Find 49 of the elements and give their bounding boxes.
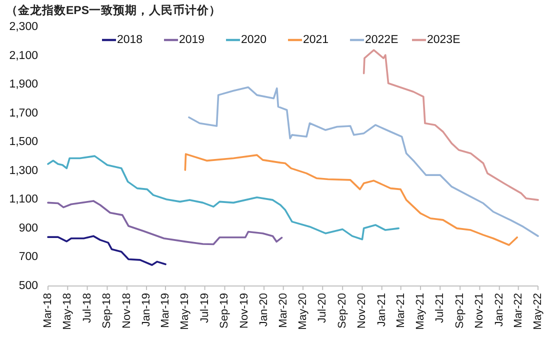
y-tick-label: 2,300 [9, 21, 38, 33]
y-tick-label: 1,900 [9, 78, 38, 91]
chart-title: （金龙指数EPS一致预期，人民币计价） [6, 3, 222, 17]
x-tick-label: Mar-20 [277, 293, 290, 328]
x-tick-label: May-21 [414, 293, 426, 330]
legend-label: 2023E [427, 34, 461, 46]
legend-label: 2020 [241, 34, 267, 46]
y-tick-label: 2,100 [9, 50, 38, 62]
legend-label: 2021 [303, 34, 329, 46]
x-tick-label: Sep-21 [454, 293, 466, 328]
line-series [188, 86, 539, 237]
x-tick-label: May-22 [532, 293, 544, 330]
x-tick-label: Mar-21 [394, 293, 407, 328]
x-tick-label: Nov-19 [238, 293, 250, 328]
x-tick-label: May-20 [296, 293, 309, 330]
legend-label: 2018 [117, 34, 143, 46]
x-tick-label: Jul-21 [434, 293, 446, 323]
y-tick-label: 1,100 [9, 194, 38, 206]
x-tick-label: Nov-18 [120, 293, 133, 328]
x-tick-label: Sep-18 [101, 293, 114, 328]
x-tick-label: Jan-19 [140, 293, 153, 327]
x-tick-label: May-18 [62, 293, 74, 330]
x-tick-label: Jan-21 [376, 293, 388, 327]
line-series [47, 235, 166, 266]
y-tick-label: 900 [18, 222, 38, 234]
x-tick-label: Jul-20 [316, 293, 329, 323]
x-tick-label: Nov-20 [356, 293, 368, 328]
line-series [47, 200, 283, 246]
y-tick-label: 1,300 [9, 164, 38, 177]
y-tick-label: 500 [18, 280, 38, 292]
x-tick-label: Sep-19 [218, 293, 231, 328]
x-tick-label: May-19 [179, 293, 192, 330]
line-series [184, 153, 518, 246]
line-series [47, 155, 400, 240]
x-tick-label: Jan-22 [493, 293, 506, 327]
legend-label: 2022E [365, 34, 399, 46]
x-tick-label: Mar-18 [42, 293, 54, 328]
x-tick-label: Mar-22 [512, 293, 524, 328]
x-tick-label: Jul-18 [81, 293, 94, 323]
line-series [362, 49, 539, 201]
x-tick-label: Jan-20 [258, 293, 270, 327]
x-tick-label: Nov-21 [474, 293, 486, 328]
x-tick-label: Sep-20 [336, 293, 349, 328]
x-tick-label: Jul-19 [198, 293, 211, 323]
y-tick-label: 1,500 [9, 136, 38, 148]
x-tick-label: Mar-19 [160, 293, 172, 328]
y-tick-label: 700 [18, 251, 38, 264]
legend-label: 2019 [179, 34, 205, 46]
y-tick-label: 1,700 [9, 107, 38, 120]
